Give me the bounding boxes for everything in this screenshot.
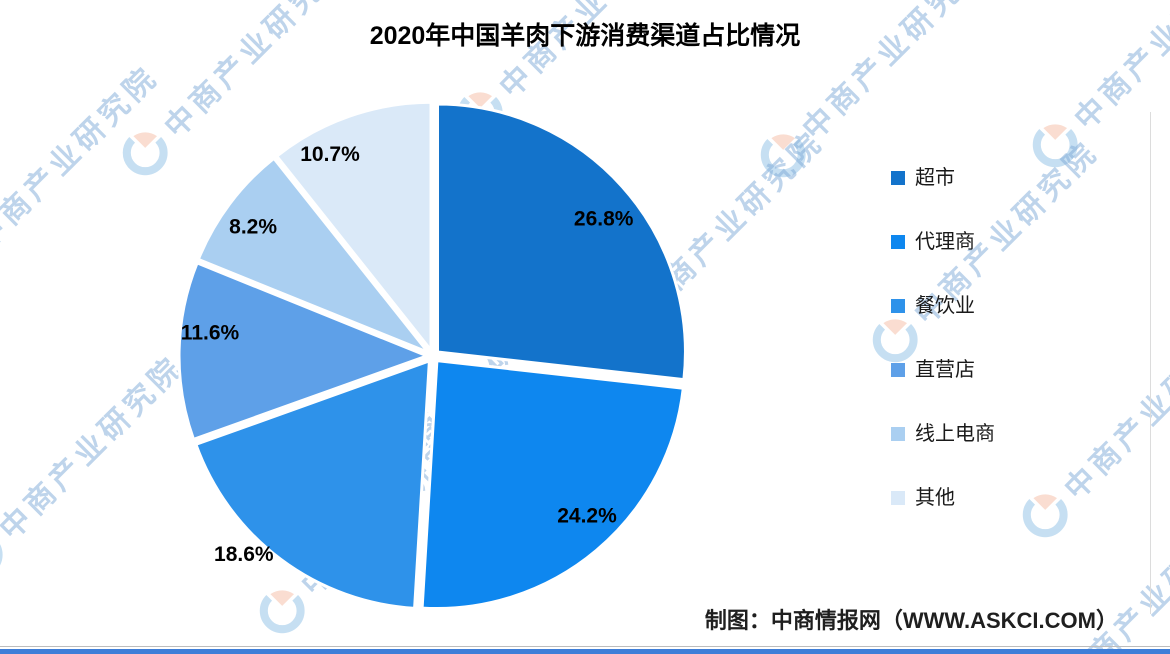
legend-swatch (891, 427, 905, 441)
askci-circle-logo-icon (122, 132, 168, 176)
slice-label-代理商: 24.2% (557, 505, 617, 528)
watermark-text: 中商产业研究院 (0, 59, 166, 257)
legend-item-直营店: 直营店 (891, 359, 995, 381)
legend-label: 代理商 (915, 231, 975, 253)
legend-swatch (891, 171, 905, 185)
legend-label: 其他 (915, 487, 955, 509)
bottom-accent-bar (0, 649, 1170, 654)
legend-label: 超市 (915, 167, 955, 189)
legend-item-超市: 超市 (891, 167, 995, 189)
slice-label-餐饮业: 18.6% (214, 543, 274, 566)
askci-circle-logo-icon (0, 538, 3, 578)
chart-title: 2020年中国羊肉下游消费渠道占比情况 (369, 22, 801, 50)
slice-label-线上电商: 8.2% (229, 215, 277, 238)
watermark: 中商产业研究院 (0, 343, 192, 588)
pie-slice-代理商 (420, 359, 685, 611)
askci-circle-logo-icon (1032, 124, 1078, 168)
watermark: 中商产业研究院 (0, 53, 167, 298)
pie-slice-直营店 (177, 261, 429, 441)
legend-swatch (891, 363, 905, 377)
plot-right-border (1150, 112, 1151, 614)
legend-swatch (891, 299, 905, 313)
pie-chart: 26.8% 24.2% 18.6% 11.6% 8.2% 10.7% (177, 100, 687, 611)
legend-swatch (891, 235, 905, 249)
watermark-text: 中商产业研究院 (1058, 309, 1170, 507)
slice-label-超市: 26.8% (574, 207, 634, 230)
pie-slice-其他 (275, 100, 433, 352)
pie-slice-超市 (436, 102, 687, 382)
legend-item-代理商: 代理商 (891, 231, 995, 253)
legend: 超市代理商餐饮业直营店线上电商其他 (891, 167, 995, 551)
slice-label-直营店: 11.6% (181, 321, 240, 344)
legend-item-其他: 其他 (891, 487, 995, 509)
pie-slice-线上电商 (196, 156, 430, 354)
legend-label: 直营店 (915, 359, 975, 381)
legend-swatch (891, 491, 905, 505)
pie-slice-餐饮业 (194, 359, 431, 610)
legend-item-线上电商: 线上电商 (891, 423, 995, 445)
bottom-divider (0, 646, 1170, 647)
legend-label: 线上电商 (915, 423, 995, 445)
legend-item-餐饮业: 餐饮业 (891, 295, 995, 317)
askci-circle-logo-icon (1022, 494, 1068, 538)
askci-circle-logo-icon (760, 134, 806, 178)
watermark: 中商产业研究院 (1013, 303, 1170, 548)
watermark-text: 中商产业研究院 (0, 349, 191, 547)
credit-text: 制图：中商情报网（WWW.ASKCI.COM） (704, 608, 1118, 633)
slice-label-其他: 10.7% (300, 143, 360, 166)
legend-label: 餐饮业 (915, 295, 975, 317)
